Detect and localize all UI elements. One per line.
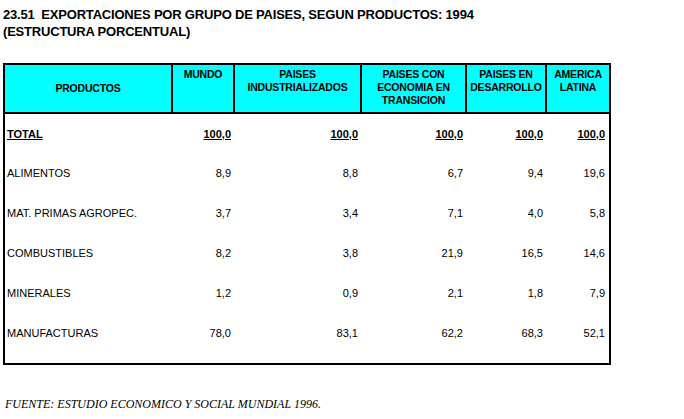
column-header-productos: PRODUCTOS: [5, 65, 173, 112]
column-header-economia-transicion: PAISES CON ECONOMIA EN TRANSICION: [362, 65, 467, 112]
cell-value: 7,1: [362, 193, 467, 233]
column-header-america-latina: AMERICA LATINA: [547, 65, 609, 112]
cell-value: 8,8: [235, 153, 362, 193]
cell-value: 14,6: [547, 233, 609, 273]
row-label: TOTAL: [5, 114, 173, 153]
table-row-alimentos: ALIMENTOS 8,9 8,8 6,7 9,4 19,6: [5, 153, 609, 193]
cell-value: 7,9: [547, 273, 609, 313]
cell-value: 83,1: [235, 313, 362, 353]
cell-value: 19,6: [547, 153, 609, 193]
table-row-total: TOTAL 100,0 100,0 100,0 100,0 100,0: [5, 114, 609, 153]
title-line-1: 23.51 EXPORTACIONES POR GRUPO DE PAISES,…: [3, 6, 474, 23]
row-label: ALIMENTOS: [5, 153, 173, 193]
table-row-mat-primas: MAT. PRIMAS AGROPEC. 3,7 3,4 7,1 4,0 5,8: [5, 193, 609, 233]
cell-value: 4,0: [467, 193, 547, 233]
cell-value: 1,2: [173, 273, 235, 313]
cell-value: 8,9: [173, 153, 235, 193]
page: 23.51 EXPORTACIONES POR GRUPO DE PAISES,…: [0, 0, 684, 419]
table-row-minerales: MINERALES 1,2 0,9 2,1 1,8 7,9: [5, 273, 609, 313]
cell-value: 100,0: [173, 114, 235, 153]
cell-value: 3,7: [173, 193, 235, 233]
row-label: COMBUSTIBLES: [5, 233, 173, 273]
cell-value: 3,4: [235, 193, 362, 233]
cell-value: 2,1: [362, 273, 467, 313]
row-label: MAT. PRIMAS AGROPEC.: [5, 193, 173, 233]
table-header-row: PRODUCTOS MUNDO PAISES INDUSTRIALIZADOS …: [5, 65, 609, 114]
cell-value: 9,4: [467, 153, 547, 193]
cell-value: 78,0: [173, 313, 235, 353]
column-header-mundo: MUNDO: [173, 65, 235, 112]
row-label: MINERALES: [5, 273, 173, 313]
cell-value: 52,1: [547, 313, 609, 353]
cell-value: 8,2: [173, 233, 235, 273]
cell-value: 1,8: [467, 273, 547, 313]
cell-value: 100,0: [547, 114, 609, 153]
page-title: 23.51 EXPORTACIONES POR GRUPO DE PAISES,…: [3, 6, 474, 40]
column-header-paises-industrializados: PAISES INDUSTRIALIZADOS: [235, 65, 362, 112]
cell-value: 100,0: [362, 114, 467, 153]
row-label: MANUFACTURAS: [5, 313, 173, 353]
title-line-2: (ESTRUCTURA PORCENTUAL): [3, 23, 474, 40]
cell-value: 21,9: [362, 233, 467, 273]
cell-value: 100,0: [235, 114, 362, 153]
cell-value: 0,9: [235, 273, 362, 313]
table-row-combustibles: COMBUSTIBLES 8,2 3,8 21,9 16,5 14,6: [5, 233, 609, 273]
cell-value: 100,0: [467, 114, 547, 153]
exports-table: PRODUCTOS MUNDO PAISES INDUSTRIALIZADOS …: [3, 63, 611, 365]
cell-value: 3,8: [235, 233, 362, 273]
source-footnote: FUENTE: ESTUDIO ECONOMICO Y SOCIAL MUNDI…: [5, 369, 440, 419]
table-row-manufacturas: MANUFACTURAS 78,0 83,1 62,2 68,3 52,1: [5, 313, 609, 353]
source-line-1: FUENTE: ESTUDIO ECONOMICO Y SOCIAL MUNDI…: [5, 397, 440, 411]
cell-value: 62,2: [362, 313, 467, 353]
cell-value: 5,8: [547, 193, 609, 233]
cell-value: 6,7: [362, 153, 467, 193]
cell-value: 16,5: [467, 233, 547, 273]
cell-value: 68,3: [467, 313, 547, 353]
column-header-paises-desarrollo: PAISES EN DESARROLLO: [467, 65, 547, 112]
